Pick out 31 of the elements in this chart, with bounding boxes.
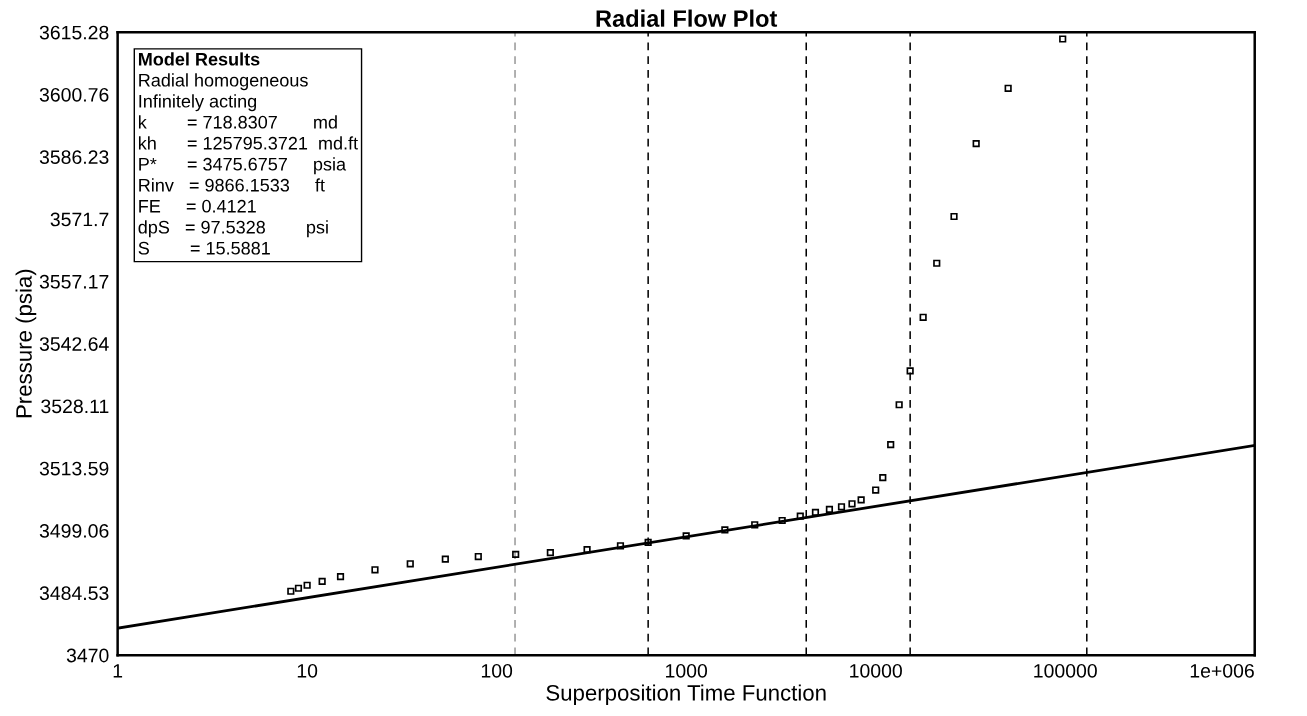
annotation: Model Results	[138, 52, 260, 66]
y-tick-label: 3571.7	[50, 212, 109, 227]
annotation: Radial homogeneous	[139, 73, 308, 91]
y-axis-title: Pressure (psia)	[15, 269, 37, 418]
x-tick-label: 100	[481, 663, 513, 678]
annotation: FE = 0.4121	[139, 199, 256, 213]
annotation: k = 718.8307 md	[138, 115, 337, 129]
annotation: dpS = 97.5328 psi	[138, 220, 328, 238]
chart-title: Radial Flow Plot	[596, 9, 778, 27]
x-tick-label: 100000	[1034, 663, 1097, 678]
annotation: Rinv = 9866.1533 ft	[139, 178, 325, 192]
y-tick-label: 3600.76	[39, 87, 109, 102]
x-axis-title: Superposition Time Function	[546, 684, 826, 706]
annotation: Infinitely acting	[139, 94, 257, 112]
y-tick-label: 3470	[66, 648, 109, 663]
y-tick-label: 3586.23	[39, 150, 109, 165]
y-tick-label: 3615.28	[39, 25, 109, 40]
annotation: S = 15.5881	[138, 241, 270, 255]
x-tick-label: 10	[297, 663, 318, 678]
x-tick-label: 10000	[850, 663, 902, 678]
x-tick-label: 1e+006	[1190, 663, 1254, 678]
y-tick-label: 3542.64	[39, 337, 109, 351]
annotation: kh = 125795.3721 md.ft	[138, 136, 358, 150]
y-tick-label: 3499.06	[39, 524, 109, 538]
y-tick-label: 3557.17	[39, 274, 109, 289]
y-tick-label: 3513.59	[39, 461, 109, 476]
y-tick-label: 3528.11	[41, 399, 109, 414]
y-tick-label: 3484.53	[39, 586, 109, 601]
x-tick-label: 1	[113, 664, 123, 678]
annotation: P* = 3475.6757 psia	[139, 157, 347, 175]
x-tick-label: 1000	[666, 663, 708, 678]
